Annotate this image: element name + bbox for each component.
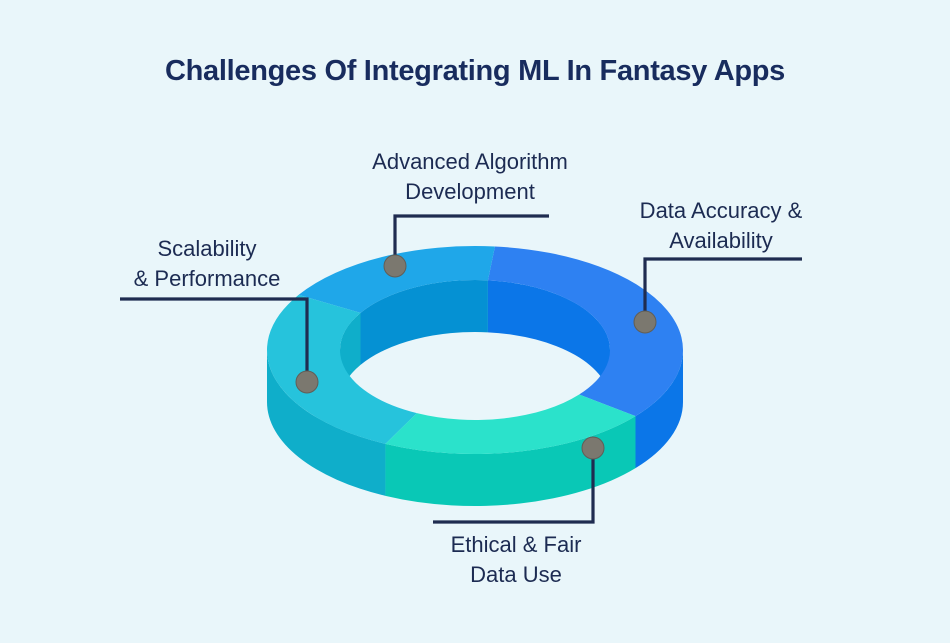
callout-label-line1: Data Accuracy & [639, 198, 803, 223]
callout-dot-ethical-fair-data-use [581, 436, 605, 460]
segment-outer-wall-scalability-performance [266, 350, 386, 496]
callout-dot-scalability-performance [295, 370, 319, 394]
segment-outer-wall-data-accuracy-availability [635, 350, 683, 469]
page-title: Challenges Of Integrating ML In Fantasy … [164, 55, 786, 87]
segment-inner-wall-advanced-algorithm-development [360, 279, 488, 365]
callout-advanced-algorithm-development: Advanced Algorithm Development [372, 147, 568, 207]
callout-line-ethical-fair-data-use [433, 448, 595, 524]
segment-top-scalability-performance [267, 294, 417, 444]
segment-top-data-accuracy-availability [487, 246, 683, 417]
segment-outer-wall-ethical-fair-data-use [385, 416, 636, 507]
callout-ethical-fair-data-use: Ethical & Fair Data Use [451, 530, 582, 590]
callout-scalability-performance: Scalability & Performance [134, 234, 281, 294]
callout-line-advanced-algorithm-development [393, 214, 549, 266]
callout-label-line1: Advanced Algorithm [372, 149, 568, 174]
callout-data-accuracy-availability: Data Accuracy & Availability [640, 196, 803, 256]
callout-dot-advanced-algorithm-development [383, 254, 407, 278]
callout-label-line2: & Performance [133, 266, 281, 291]
callout-label-line2: Development [405, 179, 535, 204]
segment-top-advanced-algorithm-development [298, 246, 495, 313]
callout-label-line2: Availability [669, 228, 773, 253]
callout-label-line1: Scalability [157, 236, 257, 261]
callout-label-line2: Data Use [470, 562, 562, 587]
callout-line-scalability-performance [120, 297, 309, 382]
segment-top-ethical-fair-data-use [385, 394, 636, 455]
segment-inner-wall-data-accuracy-availability [487, 280, 610, 402]
callout-line-data-accuracy-availability [643, 257, 802, 322]
callout-label-line1: Ethical & Fair [450, 532, 582, 557]
callout-dot-data-accuracy-availability [633, 310, 657, 334]
